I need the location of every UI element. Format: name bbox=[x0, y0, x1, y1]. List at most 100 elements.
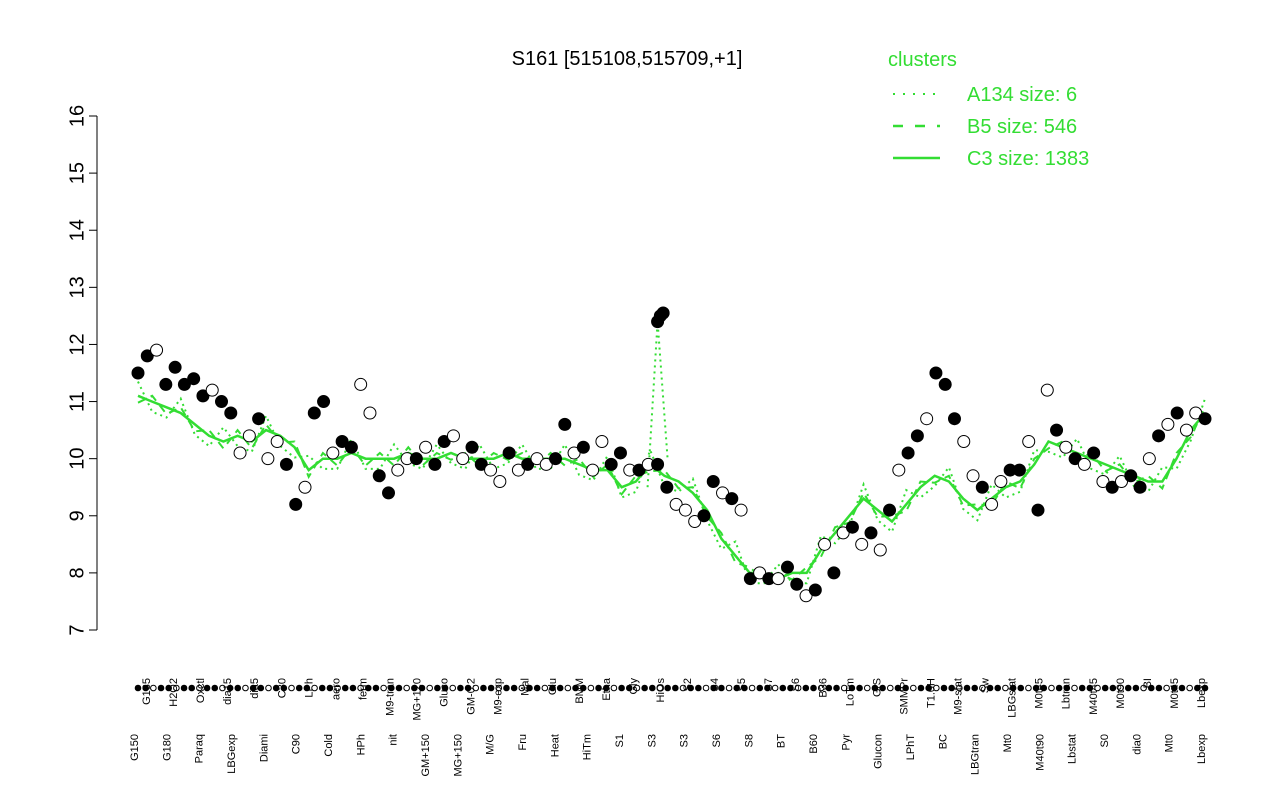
y-tick-label: 14 bbox=[66, 219, 88, 241]
y-tick-label: 12 bbox=[66, 333, 88, 355]
data-point bbox=[975, 480, 989, 494]
x-tick-marker bbox=[1124, 684, 1132, 692]
x-tick-marker bbox=[226, 684, 234, 692]
x-tick-marker bbox=[587, 684, 595, 692]
x-tick-marker bbox=[649, 684, 656, 692]
data-point bbox=[669, 497, 683, 511]
x-tick-label: HiTm bbox=[582, 734, 594, 760]
x-tick-marker bbox=[1101, 684, 1109, 692]
x-tick-label: Lbstat bbox=[1067, 734, 1079, 764]
x-tick-marker bbox=[863, 684, 871, 692]
x-tick-marker bbox=[157, 684, 165, 692]
x-tick-marker bbox=[219, 684, 226, 692]
data-point bbox=[372, 469, 386, 483]
y-tick-label: 10 bbox=[66, 448, 88, 470]
x-tick-marker bbox=[602, 684, 610, 692]
data-point bbox=[604, 457, 618, 471]
data-point bbox=[1096, 475, 1110, 489]
data-point bbox=[1179, 423, 1193, 437]
data-point bbox=[734, 503, 748, 517]
x-tick-marker bbox=[625, 684, 633, 692]
x-tick-marker bbox=[480, 684, 487, 692]
data-point bbox=[511, 463, 525, 477]
x-tick-marker bbox=[1109, 684, 1117, 692]
x-tick-marker bbox=[1147, 684, 1155, 692]
x-tick-marker bbox=[963, 684, 971, 692]
data-point bbox=[1077, 457, 1091, 471]
x-tick-label: Fru bbox=[517, 734, 529, 751]
x-tick-marker bbox=[656, 684, 664, 692]
x-tick-marker bbox=[150, 684, 157, 692]
data-point bbox=[883, 503, 897, 517]
x-tick-marker bbox=[687, 684, 694, 692]
x-tick-label: dia15 bbox=[222, 678, 234, 705]
x-tick-marker bbox=[794, 684, 802, 692]
data-point bbox=[780, 560, 794, 574]
x-tick-label: dia0 bbox=[1131, 734, 1143, 755]
x-tick-label: Lbtran bbox=[1061, 678, 1073, 709]
series-line-b5 bbox=[137, 394, 1206, 581]
x-tick-marker bbox=[326, 684, 334, 692]
data-point bbox=[1087, 446, 1101, 460]
x-tick-marker bbox=[764, 684, 771, 692]
data-point bbox=[910, 429, 924, 443]
x-tick-label: M/G bbox=[485, 734, 497, 755]
x-tick-label: M9-tran bbox=[384, 678, 396, 716]
x-tick-label: Heat bbox=[549, 734, 561, 757]
data-point bbox=[502, 446, 516, 460]
x-tick-label: MG+120 bbox=[412, 678, 424, 721]
data-point-salt bbox=[656, 306, 670, 320]
x-tick-marker bbox=[579, 684, 587, 692]
x-tick-label: LPhT bbox=[905, 734, 917, 761]
x-tick-marker bbox=[802, 684, 810, 692]
y-tick-label: 15 bbox=[66, 162, 88, 184]
x-tick-marker bbox=[211, 684, 219, 692]
x-tick-marker bbox=[449, 684, 457, 692]
data-point bbox=[920, 412, 934, 426]
x-tick-label: Glucon bbox=[873, 734, 885, 769]
data-point bbox=[1105, 480, 1119, 494]
salt-spike-line bbox=[646, 321, 669, 488]
data-point bbox=[799, 589, 813, 603]
data-point bbox=[215, 395, 229, 409]
x-tick-marker bbox=[1063, 684, 1071, 692]
y-tick-label: 9 bbox=[66, 510, 88, 521]
data-point bbox=[567, 446, 581, 460]
x-tick-marker bbox=[1170, 684, 1178, 692]
data-point bbox=[985, 497, 999, 511]
x-tick-label: GM-0.2 bbox=[466, 678, 478, 715]
data-point bbox=[196, 389, 210, 403]
x-tick-marker bbox=[1132, 684, 1140, 692]
x-tick-label: S3 bbox=[646, 734, 658, 747]
x-tick-label: nit bbox=[388, 734, 400, 746]
x-tick-marker bbox=[1178, 684, 1186, 692]
data-point bbox=[270, 435, 284, 449]
x-tick-marker bbox=[771, 684, 779, 692]
data-point bbox=[697, 509, 711, 523]
x-tick-marker bbox=[457, 684, 464, 692]
x-tick-marker bbox=[173, 684, 180, 692]
x-tick-label: Lbexp bbox=[1196, 734, 1208, 764]
x-tick-marker bbox=[533, 684, 541, 692]
x-tick-marker bbox=[556, 684, 564, 692]
data-point bbox=[326, 446, 340, 460]
x-tick-marker bbox=[1048, 684, 1055, 692]
x-tick-marker bbox=[564, 684, 572, 692]
data-point bbox=[224, 406, 238, 420]
x-tick-marker bbox=[265, 684, 272, 692]
x-tick-marker bbox=[572, 684, 579, 692]
data-point bbox=[706, 475, 720, 489]
x-tick-label: ferm bbox=[357, 678, 369, 700]
y-tick-label: 13 bbox=[66, 276, 88, 298]
x-tick-marker bbox=[917, 684, 925, 692]
data-point bbox=[632, 463, 646, 477]
x-tick-label: MG+150 bbox=[452, 734, 464, 777]
data-point bbox=[957, 435, 971, 449]
y-tick-label: 11 bbox=[66, 391, 88, 412]
x-tick-label: LoTm bbox=[844, 678, 856, 706]
x-tick-label: HPh bbox=[355, 734, 367, 755]
data-points bbox=[131, 306, 1212, 603]
x-tick-marker bbox=[1017, 684, 1025, 692]
data-point bbox=[177, 377, 191, 391]
x-tick-marker bbox=[879, 684, 886, 692]
